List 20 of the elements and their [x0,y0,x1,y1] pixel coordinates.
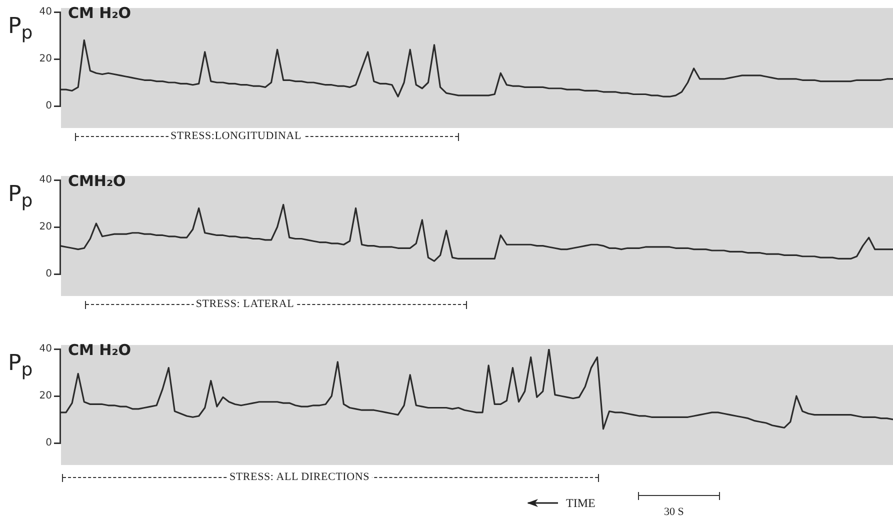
annotation: CM H₂O [68,4,132,22]
y-axis-title: P$_{p}$ [8,182,33,212]
annotation: CMH₂O [68,172,126,190]
text: STRESS: LATERAL [194,298,296,310]
y-tick-label: 0 [46,268,52,280]
y-tick-label: 40 [39,344,52,355]
text: 30 S [664,506,684,518]
text: TIME [566,496,596,511]
y-tick-label: 20 [39,222,52,233]
y-tick-label: 0 [46,438,52,449]
y-tick-label: 0 [46,100,52,112]
text: STRESS:LONGITUDINAL [168,130,304,142]
y-tick-label: 40 [39,174,52,186]
y-tick-label: 20 [39,390,52,402]
y-tick-label: 20 [39,54,52,65]
annotation: CM H₂O [68,341,132,359]
text: STRESS: ALL DIRECTIONS [227,471,372,483]
y-axis-title: P$_{p}$ [8,14,33,44]
y-axis-title: P$_{p}$ [8,351,33,380]
y-tick-label: 40 [39,6,52,18]
